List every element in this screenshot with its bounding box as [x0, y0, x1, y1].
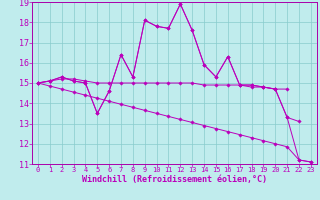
- X-axis label: Windchill (Refroidissement éolien,°C): Windchill (Refroidissement éolien,°C): [82, 175, 267, 184]
